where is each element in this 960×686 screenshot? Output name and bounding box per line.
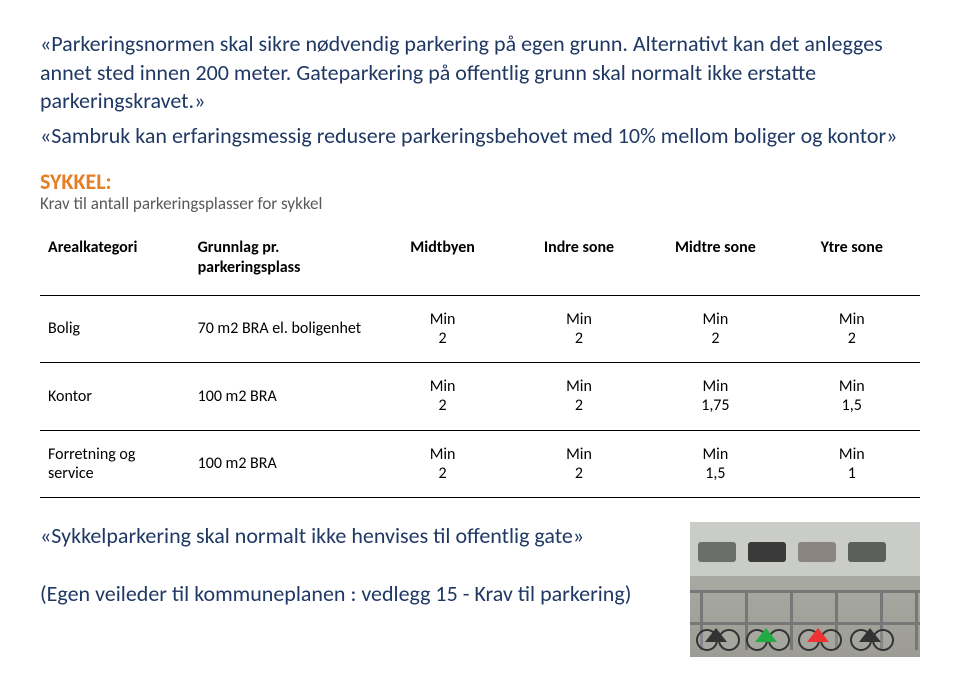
frame-shape (807, 628, 829, 642)
cell-indre: Min2 (511, 430, 647, 497)
cell-midtbyen: Min2 (374, 295, 510, 362)
cell-midtbyen: Min2 (374, 363, 510, 430)
cell-ytre: Min1,5 (784, 363, 920, 430)
car-shape (698, 542, 736, 562)
cell-category: Bolig (40, 295, 190, 362)
th-midtre: Midtre sone (647, 228, 783, 295)
rail-post (790, 590, 793, 650)
car-shape (848, 542, 886, 562)
cell-indre: Min2 (511, 295, 647, 362)
frame-shape (705, 628, 727, 642)
th-indre: Indre sone (511, 228, 647, 295)
th-grunnlag: Grunnlag pr. parkeringsplass (190, 228, 375, 295)
cell-category: Kontor (40, 363, 190, 430)
sykkel-heading: SYKKEL: (40, 168, 920, 195)
intro-paragraph-2: «Sambruk kan erfaringsmessig redusere pa… (40, 122, 920, 151)
rail-top (690, 590, 920, 593)
footer-area: «Sykkelparkering skal normalt ikke henvi… (40, 522, 920, 657)
table-header-row: Arealkategori Grunnlag pr. parkeringspla… (40, 228, 920, 295)
cell-ytre: Min2 (784, 295, 920, 362)
cell-category: Forretning og service (40, 430, 190, 497)
cell-midtbyen: Min2 (374, 430, 510, 497)
table-row: Kontor100 m2 BRAMin2Min2Min1,75Min1,5 (40, 363, 920, 430)
table-row: Forretning og service100 m2 BRAMin2Min2M… (40, 430, 920, 497)
sykkel-subheading: Krav til antall parkeringsplasser for sy… (40, 193, 920, 214)
cell-midtre: Min1,5 (647, 430, 783, 497)
rail-post (915, 590, 918, 650)
cell-ytre: Min1 (784, 430, 920, 497)
bike-shape (696, 617, 740, 651)
cell-basis: 100 m2 BRA (190, 430, 375, 497)
parking-table: Arealkategori Grunnlag pr. parkeringspla… (40, 228, 920, 498)
footer-line-1: «Sykkelparkering skal normalt ikke henvi… (40, 522, 670, 551)
bike-shape (850, 617, 894, 651)
frame-shape (755, 628, 777, 642)
th-ytre: Ytre sone (784, 228, 920, 295)
cell-basis: 100 m2 BRA (190, 363, 375, 430)
bike-shape (798, 617, 842, 651)
frame-shape (859, 628, 881, 642)
car-shape (798, 542, 836, 562)
cell-midtre: Min1,75 (647, 363, 783, 430)
cell-indre: Min2 (511, 363, 647, 430)
car-shape (748, 542, 786, 562)
th-midtbyen: Midtbyen (374, 228, 510, 295)
table-row: Bolig70 m2 BRA el. boligenhetMin2Min2Min… (40, 295, 920, 362)
cell-midtre: Min2 (647, 295, 783, 362)
bike-shape (746, 617, 790, 651)
th-areal: Arealkategori (40, 228, 190, 295)
cell-basis: 70 m2 BRA el. boligenhet (190, 295, 375, 362)
footer-note: (Egen veileder til kommuneplanen : vedle… (40, 580, 670, 607)
intro-paragraph-1: «Parkeringsnormen skal sikre nødvendig p… (40, 30, 920, 116)
bike-parking-photo (690, 522, 920, 657)
